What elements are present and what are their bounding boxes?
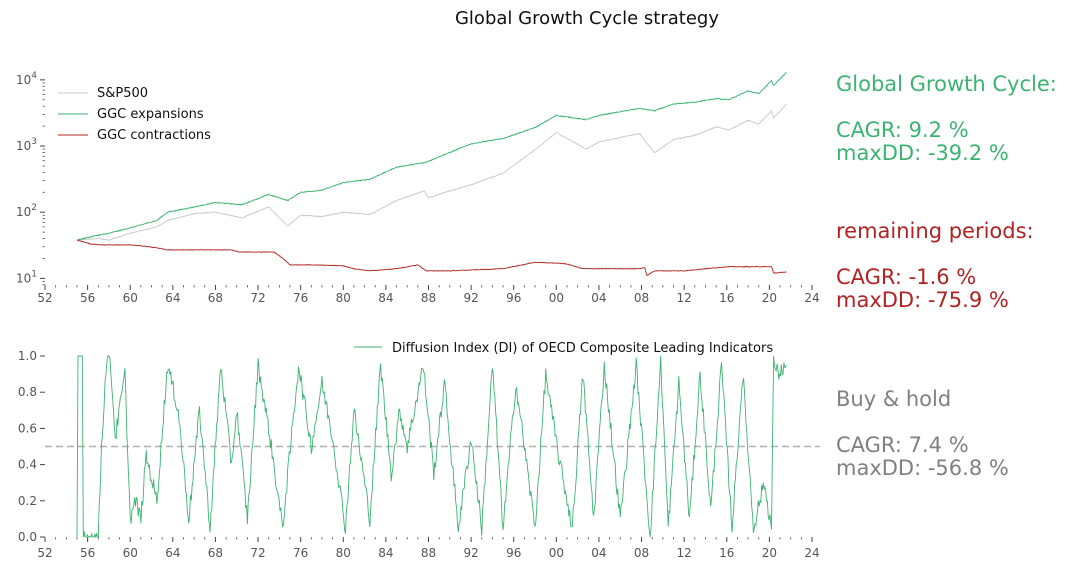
x-tick-label: 72 — [250, 291, 265, 305]
x-tick-label: 72 — [250, 546, 265, 560]
x-tick-label: 00 — [549, 291, 564, 305]
bottom-plot: 52 56 60 64 68 72 76 80 84 88 92 96 00 04 08 12 16 20 24 0.… — [18, 341, 820, 560]
x-tick-label: 16 — [719, 291, 734, 305]
x-tick-label: 60 — [123, 546, 138, 560]
x-tick-label: 64 — [165, 291, 180, 305]
x-tick-label: 80 — [336, 291, 351, 305]
x-tick-label: 68 — [208, 291, 223, 305]
y-tick-label: 0.8 — [18, 385, 37, 399]
x-tick-label: 20 — [762, 291, 777, 305]
x-tick-label: 88 — [421, 546, 436, 560]
stats-cagr: CAGR: 7.4 % — [836, 433, 969, 457]
y-tick-label: 104 — [16, 71, 37, 87]
x-tick-label: 84 — [378, 291, 393, 305]
x-tick-label: 96 — [506, 546, 521, 560]
x-tick-label: 88 — [421, 291, 436, 305]
x-tick-label: 12 — [677, 546, 692, 560]
remaining-stats: remaining periods: CAGR: -1.6 % maxDD: -… — [836, 220, 1034, 312]
top-plot: 52 56 60 64 68 72 76 80 84 88 92 96 00 04 08 12 16 20 24 10… — [16, 71, 820, 305]
x-tick-label: 24 — [804, 546, 819, 560]
x-tick-label: 80 — [336, 546, 351, 560]
x-tick-label: 96 — [506, 291, 521, 305]
series-line-s-p500 — [76, 103, 787, 241]
y-tick-label: 0.6 — [18, 421, 37, 435]
x-tick-label: 84 — [378, 546, 393, 560]
stats-heading: Buy & hold — [836, 387, 952, 411]
y-tick-label: 0.2 — [18, 494, 37, 508]
y-tick-label: 1.0 — [18, 349, 37, 363]
y-tick-label: 101 — [16, 269, 37, 285]
stats-maxdd: maxDD: -56.8 % — [836, 456, 1009, 480]
series-line-ggc-expansions — [76, 71, 787, 241]
series-line-ggc-contractions — [76, 239, 787, 277]
x-tick-label: 56 — [80, 291, 95, 305]
legend-label: S&P500 — [97, 86, 148, 101]
x-tick-label: 52 — [37, 546, 52, 560]
y-tick-label: 102 — [16, 203, 37, 219]
stats-cagr: CAGR: 9.2 % — [836, 118, 969, 142]
legend-label: GGC expansions — [97, 107, 204, 122]
x-tick-label: 52 — [37, 291, 52, 305]
x-tick-label: 08 — [634, 546, 649, 560]
legend-label: GGC contractions — [97, 128, 211, 143]
series-line-diffusion-index — [76, 355, 787, 539]
y-tick-label: 103 — [16, 137, 37, 153]
x-tick-label: 76 — [293, 546, 308, 560]
y-tick-label: 0.0 — [18, 530, 37, 544]
x-tick-label: 92 — [463, 291, 478, 305]
x-tick-label: 00 — [549, 546, 564, 560]
x-tick-label: 60 — [123, 291, 138, 305]
x-tick-label: 04 — [591, 546, 606, 560]
stats-cagr: CAGR: -1.6 % — [836, 265, 977, 289]
x-tick-label: 56 — [80, 546, 95, 560]
stats-heading: remaining periods: — [836, 219, 1034, 243]
legend-label: Diffusion Index (DI) of OECD Composite L… — [392, 341, 773, 356]
stats-maxdd: maxDD: -39.2 % — [836, 141, 1009, 165]
strategy-stats: Global Growth Cycle: CAGR: 9.2 % maxDD: … — [836, 73, 1057, 165]
x-tick-label: 20 — [762, 546, 777, 560]
chart-title: Global Growth Cycle strategy — [455, 8, 719, 29]
stats-maxdd: maxDD: -75.9 % — [836, 288, 1009, 312]
y-tick-label: 0.4 — [18, 458, 37, 472]
legend: S&P500 GGC expansions GGC contractions — [58, 86, 211, 143]
x-tick-label: 04 — [591, 291, 606, 305]
x-tick-label: 24 — [804, 291, 819, 305]
x-tick-label: 68 — [208, 546, 223, 560]
stats-heading: Global Growth Cycle: — [836, 72, 1057, 96]
buy-hold-stats: Buy & hold CAGR: 7.4 % maxDD: -56.8 % — [836, 388, 1009, 480]
x-tick-label: 08 — [634, 291, 649, 305]
x-tick-label: 12 — [677, 291, 692, 305]
x-tick-label: 76 — [293, 291, 308, 305]
x-tick-label: 64 — [165, 546, 180, 560]
x-tick-label: 92 — [463, 546, 478, 560]
x-tick-label: 16 — [719, 546, 734, 560]
